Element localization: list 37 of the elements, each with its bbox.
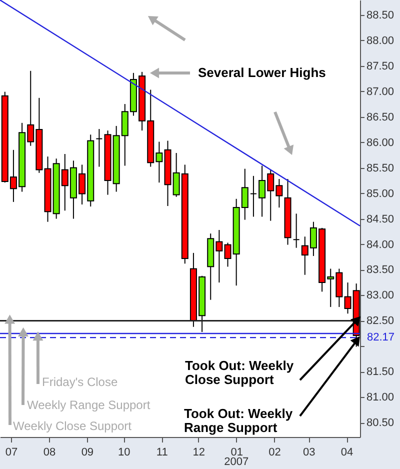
x-tick-label: 02 [268, 446, 281, 458]
y-tick-label: 88.50 [366, 9, 394, 22]
y-tick-label: 81.00 [366, 392, 394, 404]
y-tick-label: 83.50 [366, 264, 394, 276]
y-tick-label: 84.00 [366, 238, 394, 251]
x-tick-label: 10 [118, 446, 130, 458]
x-tick-label: 04 [340, 446, 354, 458]
x-tick-label: 03 [302, 446, 316, 458]
annotation: Weekly Close Support [13, 419, 132, 433]
y-tick-label: 80.50 [366, 417, 394, 430]
x-tick-label: 11 [156, 446, 168, 458]
y-tick-label: 83.00 [366, 290, 394, 302]
x-tick-label: 08 [43, 446, 56, 458]
x-tick-label: 01 [230, 446, 243, 458]
y-tick-label: 86.50 [366, 111, 394, 124]
y-tick-label: 88.00 [366, 34, 394, 47]
ref-line-label: 82.17 [367, 332, 395, 344]
annotation: Took Out: Weekly Range Support [184, 406, 294, 435]
y-tick-label: 85.50 [366, 162, 394, 174]
candlestick [250, 175, 257, 218]
annotation: Friday's Close [42, 375, 118, 389]
candlestick [292, 213, 300, 248]
y-tick-label: 82.50 [366, 315, 394, 328]
y-tick-label: 84.50 [366, 213, 394, 226]
y-tick-label: 81.50 [366, 366, 394, 378]
candlestick [96, 128, 103, 168]
y-tick-label: 87.00 [366, 86, 394, 98]
x-tick-label: 09 [81, 446, 94, 458]
annotation: Several Lower Highs [198, 65, 326, 80]
annotation: Took Out: Weekly Close Support [185, 358, 294, 387]
x-axis-title: 2007 [224, 456, 249, 468]
annotation: Weekly Range Support [27, 398, 151, 412]
x-tick-label: 07 [5, 446, 18, 458]
y-tick-label: 86.00 [366, 136, 394, 149]
y-tick-label: 85.00 [366, 188, 394, 200]
x-tick-label: 12 [192, 446, 205, 458]
y-tick-label: 87.50 [366, 60, 394, 72]
